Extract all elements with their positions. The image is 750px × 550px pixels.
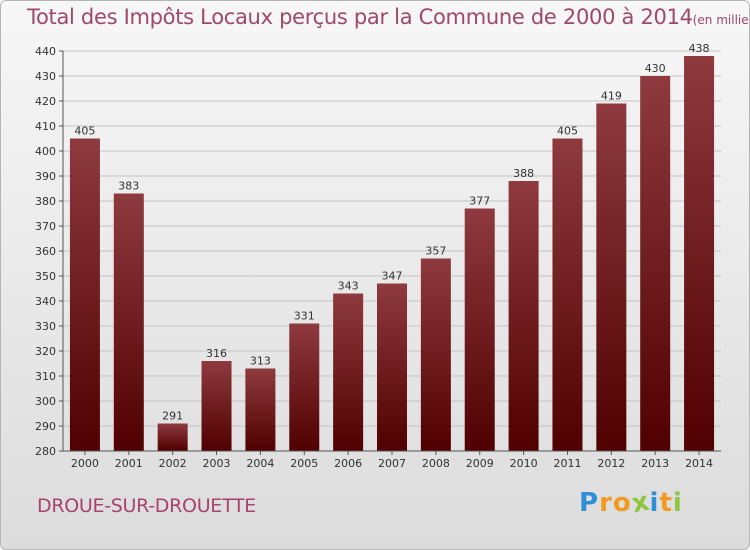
x-tick-label-2004: 2004 [246, 457, 274, 470]
commune-name: DROUE-SUR-DROUETTE [37, 495, 256, 517]
bar-2008 [420, 258, 451, 451]
x-tick-label-2007: 2007 [378, 457, 406, 470]
data-labels: 405 383 291 316 313 331 343 347 357 377 388 405 419 4… [74, 42, 709, 423]
data-label-2010: 388 [513, 167, 534, 180]
x-tick-label-2011: 2011 [553, 457, 581, 470]
logo-letter: P [579, 488, 600, 518]
bar-2010 [508, 181, 539, 451]
bar-2009 [464, 208, 495, 451]
bars [69, 56, 715, 451]
x-tick-label-2005: 2005 [290, 457, 318, 470]
bar-2004 [245, 368, 276, 451]
x-tick-label-2003: 2003 [203, 457, 231, 470]
y-tick-label: 310 [35, 370, 56, 383]
data-label-2003: 316 [206, 347, 227, 360]
y-tick-label: 330 [35, 320, 56, 333]
y-tick-label: 430 [35, 70, 56, 83]
x-tick-label-2009: 2009 [466, 457, 494, 470]
logo-letter: o [612, 488, 632, 518]
data-label-2004: 313 [250, 355, 271, 368]
bar-2013 [640, 76, 671, 451]
bar-2007 [377, 283, 407, 451]
logo-letter: i [672, 488, 683, 518]
data-label-2007: 347 [382, 270, 403, 283]
y-axis: 280 290 300 310 320 330 340 350 360 370 380 390 400 4… [35, 45, 64, 458]
bar-2005 [289, 323, 320, 451]
data-label-2005: 331 [294, 310, 315, 323]
y-tick-label: 320 [35, 345, 56, 358]
bar-2001 [113, 193, 144, 451]
chart-title: Total des Impôts Locaux perçus par la Co… [27, 5, 693, 29]
y-tick-label: 340 [35, 295, 56, 308]
logo-letter: t [659, 488, 673, 518]
y-tick-label: 380 [35, 195, 56, 208]
y-tick-label: 410 [35, 120, 56, 133]
y-tick-label: 390 [35, 170, 56, 183]
x-tick-label-2002: 2002 [159, 457, 187, 470]
logo-letter: r [599, 488, 613, 518]
x-tick-label-2006: 2006 [334, 457, 362, 470]
data-label-2009: 377 [469, 195, 490, 208]
data-label-2013: 430 [645, 62, 666, 75]
bar-2006 [333, 293, 364, 451]
y-tick-label: 370 [35, 220, 56, 233]
data-label-2006: 343 [338, 280, 359, 293]
y-tick-label: 350 [35, 270, 56, 283]
x-tick-label-2000: 2000 [71, 457, 99, 470]
bar-2014 [684, 56, 715, 451]
data-label-2002: 291 [162, 410, 183, 423]
bar-2000 [69, 138, 100, 451]
y-tick-label: 280 [35, 445, 56, 458]
y-tick-label: 440 [35, 45, 56, 58]
bar-2003 [201, 361, 232, 451]
y-tick-label: 360 [35, 245, 56, 258]
x-axis: 2000 2001 2002 2003 2004 2005 2006 2007 2008 2009… [63, 450, 721, 470]
proxiti-logo: Proxiti [579, 486, 683, 519]
x-tick-label-2014: 2014 [685, 457, 713, 470]
y-tick-label: 420 [35, 95, 56, 108]
bar-2012 [596, 103, 627, 451]
data-label-2012: 419 [601, 90, 622, 103]
x-tick-label-2010: 2010 [510, 457, 538, 470]
bar-2011 [552, 138, 583, 451]
bar-2002 [157, 423, 188, 451]
y-tick-label: 300 [35, 395, 56, 408]
chart-title-row: Total des Impôts Locaux perçus par la Co… [27, 5, 749, 29]
x-tick-label-2001: 2001 [115, 457, 143, 470]
data-label-2008: 357 [425, 245, 446, 258]
y-tick-label: 400 [35, 145, 56, 158]
y-tick-label: 290 [35, 420, 56, 433]
chart-unit: (en milliers d'€) [692, 13, 749, 27]
x-tick-label-2008: 2008 [422, 457, 450, 470]
data-label-2011: 405 [557, 125, 578, 138]
logo-letter: i [649, 488, 660, 518]
data-label-2014: 438 [689, 42, 710, 55]
x-tick-label-2013: 2013 [641, 457, 669, 470]
data-label-2001: 383 [118, 180, 139, 193]
data-label-2000: 405 [74, 125, 95, 138]
x-tick-label-2012: 2012 [597, 457, 625, 470]
